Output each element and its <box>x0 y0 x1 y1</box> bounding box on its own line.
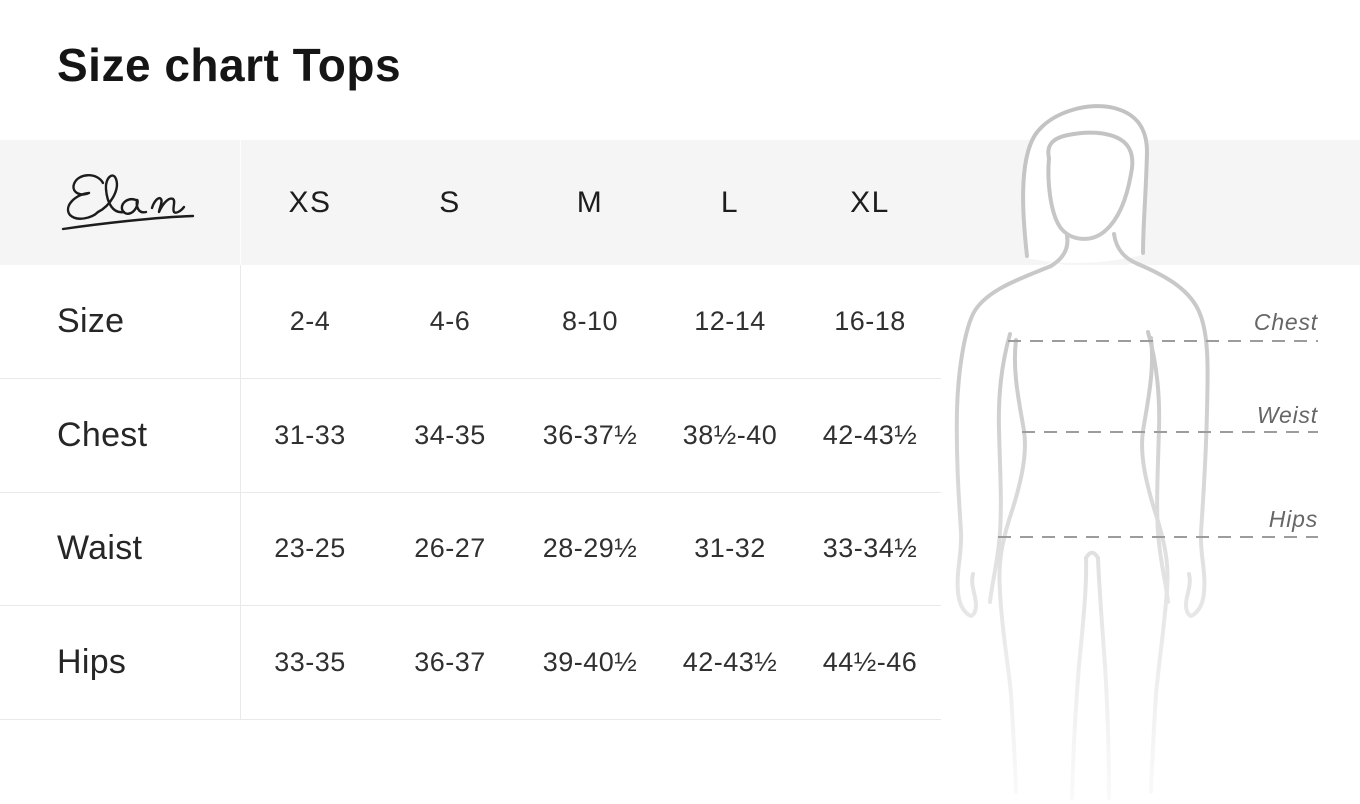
cell-hips-l: 42-43½ <box>682 647 778 678</box>
table-vertical-divider-header <box>240 140 241 265</box>
left-shoulder-arm <box>954 264 1053 618</box>
inner-leg-left <box>1070 556 1089 800</box>
col-header-xs: XS <box>288 185 332 219</box>
body-silhouette-figure <box>940 100 1360 804</box>
hair-outline <box>1021 104 1149 258</box>
crotch-line <box>1084 550 1100 560</box>
cell-chest-l: 38½-40 <box>682 419 778 450</box>
table-row-size: Size 2-4 4-6 8-10 12-14 16-18 <box>0 265 941 379</box>
logo-letter-n <box>150 196 186 214</box>
cell-size-xl: 16-18 <box>834 305 906 336</box>
logo-letter-e <box>66 173 105 220</box>
cell-hips-m: 39-40½ <box>542 647 638 678</box>
cell-waist-xl: 33-34½ <box>822 533 918 564</box>
table-row-chest: Chest 31-33 34-35 36-37½ 38½-40 42-43½ <box>0 379 941 493</box>
right-inner-arm <box>1146 330 1170 604</box>
right-shoulder-arm <box>1136 262 1210 618</box>
cell-chest-xl: 42-43½ <box>822 419 918 450</box>
neck-right <box>1112 232 1140 266</box>
inner-leg-right <box>1096 556 1111 800</box>
cell-size-xs: 2-4 <box>289 305 331 336</box>
left-torso-leg <box>997 338 1027 794</box>
table-row-waist: Waist 23-25 26-27 28-29½ 31-32 33-34½ <box>0 493 941 607</box>
cell-hips-xs: 33-35 <box>274 647 346 678</box>
logo-underline <box>61 214 195 230</box>
hips-measure-label: Hips <box>1268 506 1318 532</box>
row-label-waist: Waist <box>57 529 143 568</box>
cell-waist-m: 28-29½ <box>542 533 638 564</box>
table-vertical-divider-body <box>240 265 241 720</box>
cell-chest-s: 34-35 <box>414 419 486 450</box>
cell-chest-xs: 31-33 <box>274 419 346 450</box>
page-title: Size chart Tops <box>57 39 402 91</box>
brand-logo-elan <box>61 173 195 230</box>
row-label-size: Size <box>57 301 125 340</box>
neck-left <box>1049 234 1070 268</box>
col-header-xl: XL <box>850 185 890 219</box>
body-fill <box>968 262 1206 330</box>
col-header-m: M <box>576 185 604 219</box>
female-outline-svg <box>954 104 1318 800</box>
cell-waist-l: 31-32 <box>694 533 766 564</box>
cell-hips-s: 36-37 <box>414 647 486 678</box>
brand-cell <box>0 140 240 265</box>
logo-letter-a <box>120 197 148 215</box>
cell-chest-m: 36-37½ <box>542 419 638 450</box>
row-label-chest: Chest <box>57 415 148 454</box>
col-header-l: L <box>720 185 740 219</box>
cell-waist-xs: 23-25 <box>274 533 346 564</box>
right-torso-leg <box>1140 336 1170 794</box>
face-outline <box>1046 130 1135 241</box>
size-table-header-row: XS S M L XL <box>0 140 941 265</box>
cell-size-s: 4-6 <box>429 305 471 336</box>
logo-letter-l <box>96 173 126 213</box>
cell-hips-xl: 44½-46 <box>822 647 918 678</box>
left-inner-arm <box>988 332 1012 604</box>
col-header-s: S <box>439 185 461 219</box>
weist-measure-label: Weist <box>1256 402 1318 428</box>
table-row-hips: Hips 33-35 36-37 39-40½ 42-43½ 44½-46 <box>0 606 941 720</box>
cell-size-m: 8-10 <box>561 305 619 336</box>
cell-waist-s: 26-27 <box>414 533 486 564</box>
row-label-hips: Hips <box>57 643 127 682</box>
cell-size-l: 12-14 <box>694 305 766 336</box>
chest-measure-label: Chest <box>1253 309 1318 335</box>
size-table: XS S M L XL Size 2-4 4-6 8-10 12-14 16-1… <box>0 140 941 720</box>
